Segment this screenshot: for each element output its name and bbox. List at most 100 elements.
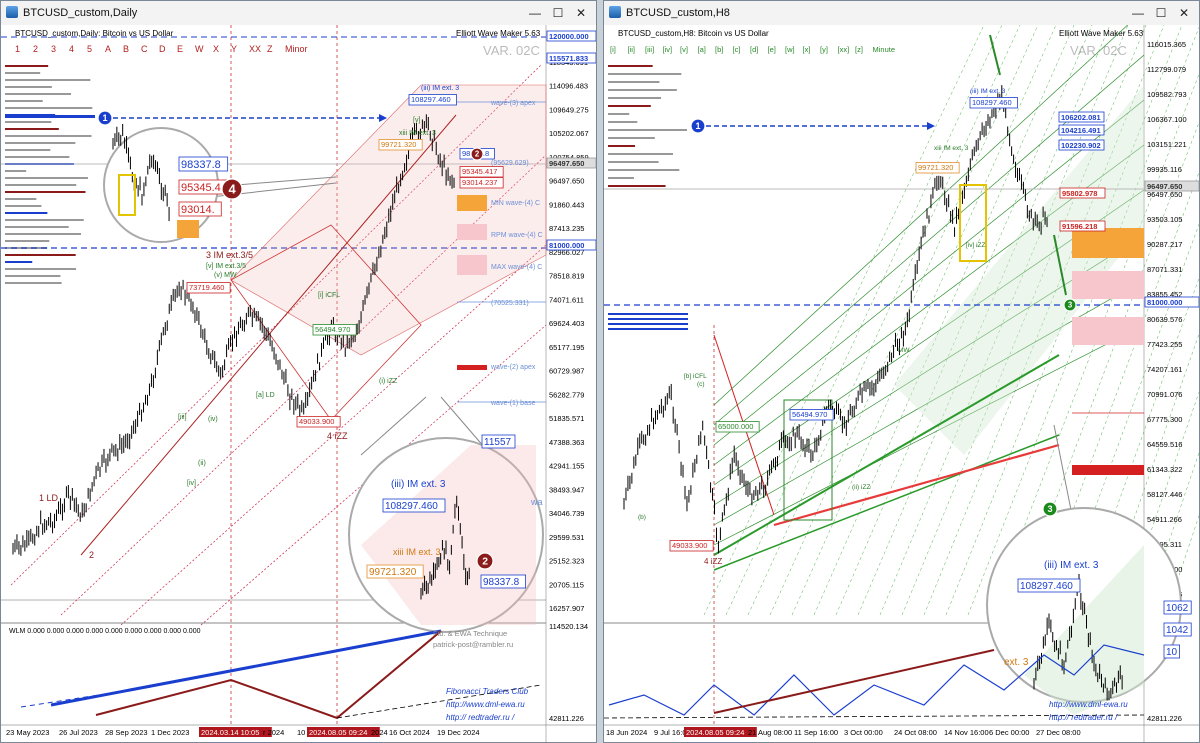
pointer-arrow-head bbox=[927, 122, 935, 130]
channel-area bbox=[894, 85, 1144, 455]
volume-profile-bar bbox=[608, 323, 688, 325]
volume-profile-bar bbox=[608, 129, 687, 131]
volume-profile-bar bbox=[5, 226, 69, 228]
wave-label: (i) iZZ bbox=[379, 378, 398, 385]
degree-label: [d] bbox=[750, 45, 758, 54]
close-button[interactable]: ✕ bbox=[575, 6, 587, 20]
chart-window-right[interactable]: BTCUSD_custom,H8 — ☐ ✕ BTCUSD_custom,H8:… bbox=[603, 0, 1200, 743]
wave-marker-icon bbox=[470, 147, 484, 161]
volume-profile-bar bbox=[5, 219, 84, 221]
price-axis-box-label: 91596.218 bbox=[1062, 222, 1097, 231]
price-axis-label: 54911.266 bbox=[1147, 515, 1182, 524]
volume-profile-bar bbox=[5, 86, 52, 88]
zone-max-wave4 bbox=[457, 255, 487, 275]
degree-label: W bbox=[195, 44, 204, 54]
price-axis-box-label: 102230.902 bbox=[1061, 141, 1101, 150]
volume-profile-bar bbox=[608, 73, 682, 75]
close-button[interactable]: ✕ bbox=[1178, 6, 1190, 20]
price-box-label-box bbox=[186, 282, 231, 294]
zoom-wave-label: ext. 3 bbox=[1004, 657, 1029, 668]
price-box-label-box bbox=[669, 540, 714, 552]
volume-profile-bar bbox=[608, 105, 651, 107]
indicator-name: Elliott Wave Maker 5.63 bbox=[1059, 29, 1144, 38]
volume-profile-bar bbox=[5, 72, 41, 74]
wave-label: 3 IM ext.3/5 bbox=[206, 250, 253, 260]
volume-profile-bar bbox=[608, 81, 660, 83]
price-axis-box bbox=[546, 30, 596, 42]
volume-profile-bar bbox=[5, 79, 91, 81]
zone-min-wave4 bbox=[177, 220, 199, 238]
price-box-label-box bbox=[459, 166, 504, 178]
degree-label: 2 bbox=[33, 44, 38, 54]
wave-marker-icon bbox=[690, 118, 706, 134]
price-box-label-box bbox=[408, 94, 457, 106]
fib-fan-line bbox=[725, 25, 1003, 616]
wave-label: (ii) bbox=[198, 460, 206, 467]
volume-profile-bar bbox=[5, 156, 70, 158]
trend-line bbox=[773, 443, 1060, 527]
price-axis-label: 38493.947 bbox=[549, 485, 584, 494]
price-axis-box bbox=[1058, 111, 1105, 123]
price-axis-label: 87071.331 bbox=[1147, 265, 1182, 274]
wave-label: [v] bbox=[413, 117, 420, 124]
volume-profile-bar bbox=[5, 128, 59, 130]
volume-profile-bar bbox=[5, 177, 88, 179]
price-axis-label: 103151.221 bbox=[1147, 140, 1187, 149]
indicator-line bbox=[608, 644, 1145, 716]
price-box-label: 95345.417 bbox=[462, 167, 497, 176]
zoom-price-label: 11557 bbox=[484, 437, 512, 448]
degree-label: 4 bbox=[69, 44, 74, 54]
degree-label: [a] bbox=[698, 45, 706, 54]
degree-label: Minute bbox=[873, 45, 896, 54]
fib-fan-line bbox=[703, 25, 985, 616]
degree-label: XX bbox=[249, 44, 261, 54]
price-axis-label: 114096.483 bbox=[549, 82, 588, 91]
price-box-label-box bbox=[969, 97, 1018, 109]
window-titlebar[interactable]: BTCUSD_custom,H8 — ☐ ✕ bbox=[604, 1, 1199, 26]
volume-profile-bar bbox=[5, 135, 92, 137]
date-axis-label: 9 Jul 16:00 bbox=[654, 728, 691, 737]
wave-rectangle bbox=[783, 399, 833, 521]
fib-fan-line bbox=[769, 25, 1039, 616]
maximize-button[interactable]: ☐ bbox=[552, 6, 564, 20]
minimize-button[interactable]: — bbox=[529, 6, 541, 20]
minimize-button[interactable]: — bbox=[1132, 6, 1144, 20]
price-axis-label: 96497.650 bbox=[549, 177, 584, 186]
price-chart[interactable]: BTCUSD_custom,Daily: Bitcoin vs US Dolla… bbox=[1, 25, 596, 742]
indicator-line bbox=[713, 649, 995, 714]
price-box-label: 99721.320 bbox=[918, 163, 953, 172]
wave-marker-label: 1 bbox=[103, 113, 108, 123]
wave-label: (ii) iZZ bbox=[852, 484, 870, 491]
volume-profile-bar bbox=[5, 275, 61, 277]
degree-label: [x] bbox=[803, 45, 811, 54]
zone-label: RPM wave-(4) C bbox=[491, 232, 543, 239]
zoom-price-label-box bbox=[1163, 644, 1181, 659]
wave-label: (iv) bbox=[208, 416, 218, 423]
price-axis-box-label: 96497.650 bbox=[1147, 182, 1182, 191]
price-axis-label: 29599.531 bbox=[549, 533, 584, 542]
zoom-price-label-box bbox=[178, 156, 229, 172]
date-axis-label: 28 Sep 2023 bbox=[105, 728, 148, 737]
fib-fan-line bbox=[1165, 514, 1199, 616]
price-axis-label: 65177.195 bbox=[549, 343, 584, 352]
volume-profile-bar bbox=[5, 149, 51, 151]
window-titlebar[interactable]: BTCUSD_custom,Daily — ☐ ✕ bbox=[1, 1, 596, 26]
wave-label: [iv] bbox=[187, 480, 196, 487]
chart-window-left[interactable]: BTCUSD_custom,Daily — ☐ ✕ BTCUSD_custom,… bbox=[0, 0, 597, 743]
price-chart[interactable]: BTCUSD_custom,H8: Bitcoin vs US Dollar El… bbox=[604, 25, 1199, 742]
degree-label: D bbox=[159, 44, 166, 54]
maximize-button[interactable]: ☐ bbox=[1155, 6, 1167, 20]
volume-profile-bar bbox=[608, 177, 634, 179]
date-axis-label: 26 Jul 2023 bbox=[59, 728, 98, 737]
price-axis-box-label: 96497.650 bbox=[549, 159, 584, 168]
zoom-price-label: 98337.8 bbox=[483, 577, 520, 588]
zoom-price-label-box bbox=[1163, 622, 1192, 637]
channel-line bbox=[120, 244, 547, 626]
wave-label: 4 iZZ bbox=[327, 431, 348, 441]
volume-profile-bar bbox=[5, 268, 77, 270]
price-axis-box-label: 81000.000 bbox=[1147, 298, 1182, 307]
zoom-wave-label: (iii) IM ext. 3 bbox=[391, 479, 446, 490]
wave-label: [a] LD bbox=[256, 392, 275, 399]
zone-label: MAX wave-(4) C bbox=[491, 264, 542, 271]
zoom-price-label-box bbox=[366, 564, 424, 579]
